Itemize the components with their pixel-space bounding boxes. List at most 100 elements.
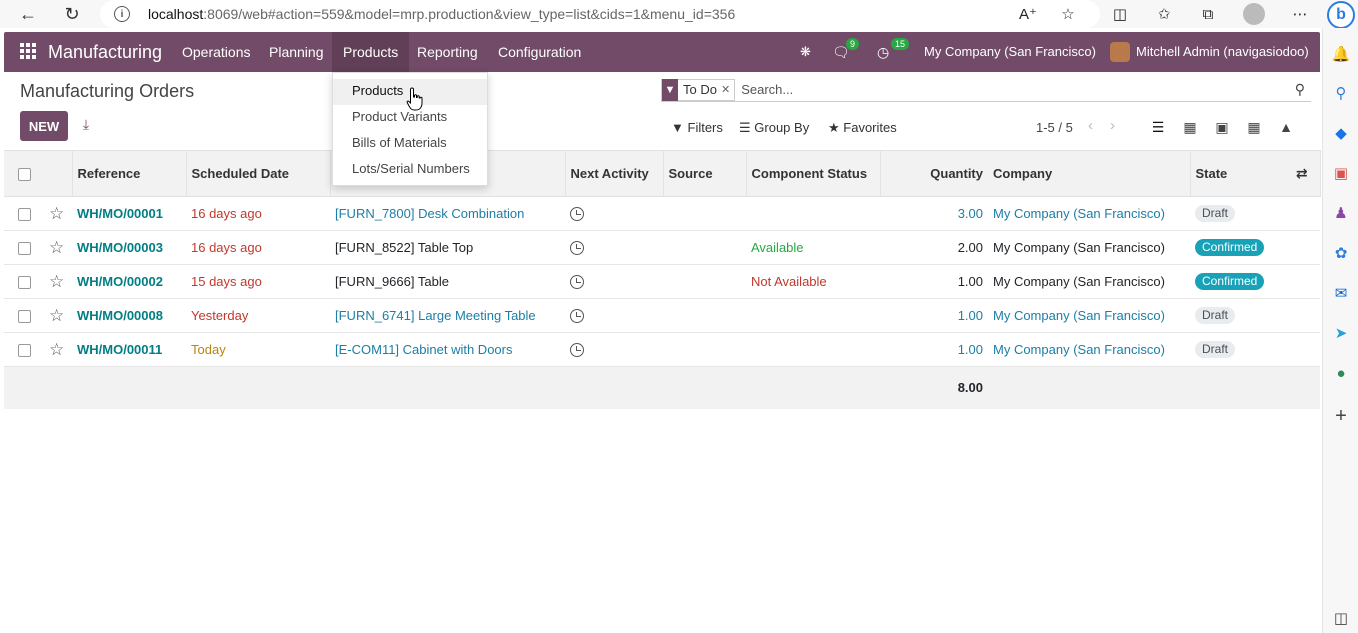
- activity-clock-icon[interactable]: [565, 298, 663, 333]
- search-input[interactable]: [741, 82, 1282, 97]
- search-icon[interactable]: ⚲: [1335, 85, 1347, 102]
- table-row[interactable]: ☆ WH/MO/00001 16 days ago [FURN_7800] De…: [4, 196, 1320, 231]
- sidebar-toggle-icon[interactable]: ◫: [1333, 610, 1349, 627]
- bing-icon[interactable]: b: [1326, 0, 1356, 30]
- activity-clock-icon[interactable]: [565, 332, 663, 367]
- facet-label: To Do: [683, 82, 717, 97]
- priority-star-icon[interactable]: ☆: [44, 230, 72, 265]
- cell-scheduled-date: 16 days ago: [186, 230, 330, 265]
- header-scheduled-date[interactable]: Scheduled Date: [186, 150, 331, 197]
- cell-source: [663, 264, 746, 299]
- kanban-view-icon[interactable]: ▦: [1183, 118, 1197, 135]
- notification-bell-icon[interactable]: 🔔: [1331, 46, 1351, 63]
- bug-icon[interactable]: ❋: [800, 44, 811, 59]
- add-icon[interactable]: +: [1335, 404, 1347, 427]
- user-menu[interactable]: Mitchell Admin (navigasiodoo): [1136, 44, 1309, 59]
- refresh-icon[interactable]: ↻: [64, 3, 80, 24]
- group-by-button[interactable]: ☰ Group By: [739, 120, 810, 135]
- user-avatar[interactable]: [1110, 42, 1130, 62]
- table-footer-row: 8.00: [4, 366, 1320, 409]
- facet-remove-icon[interactable]: ✕: [720, 84, 731, 96]
- address-bar[interactable]: i localhost:8069/web#action=559&model=mr…: [100, 0, 1100, 28]
- messages-icon[interactable]: 🗨 9: [832, 38, 860, 61]
- pager-previous-icon[interactable]: ‹: [1088, 117, 1093, 134]
- send-icon[interactable]: ➤: [1334, 325, 1348, 342]
- footer-spacer-right: [988, 366, 1320, 409]
- row-checkbox[interactable]: [4, 196, 44, 231]
- cell-product: [FURN_9666] Table: [330, 264, 565, 299]
- row-checkbox[interactable]: [4, 230, 44, 265]
- select-all-checkbox[interactable]: [4, 150, 44, 197]
- tools-icon[interactable]: ▣: [1333, 165, 1349, 182]
- priority-star-icon[interactable]: ☆: [44, 332, 72, 367]
- more-icon[interactable]: ⋯: [1292, 6, 1308, 23]
- dropdown-item-lots-serial-numbers[interactable]: Lots/Serial Numbers: [352, 161, 470, 176]
- table-row[interactable]: ☆ WH/MO/00003 16 days ago [FURN_8522] Ta…: [4, 230, 1320, 265]
- dropdown-item-bills-of-materials[interactable]: Bills of Materials: [352, 135, 447, 150]
- read-aloud-icon[interactable]: A⁺: [1019, 6, 1037, 23]
- download-icon[interactable]: ⤓: [82, 116, 90, 132]
- back-arrow-icon[interactable]: ←: [19, 3, 37, 24]
- favorite-star-icon[interactable]: ☆: [1061, 6, 1075, 23]
- profile-icon[interactable]: [1242, 2, 1266, 26]
- tree-icon[interactable]: ●: [1336, 364, 1346, 382]
- collections-icon[interactable]: ⧉: [1202, 5, 1214, 23]
- favorites-list-icon[interactable]: ✩: [1157, 6, 1171, 23]
- cell-scheduled-date: Yesterday: [186, 298, 330, 333]
- table-row[interactable]: ☆ WH/MO/00011 Today [E-COM11] Cabinet wi…: [4, 332, 1320, 367]
- header-component-status[interactable]: Component Status: [746, 150, 881, 197]
- pager-value[interactable]: 1-5 / 5: [1036, 120, 1073, 135]
- shopping-tag-icon[interactable]: ◆: [1335, 125, 1347, 142]
- company-switcher[interactable]: My Company (San Francisco): [924, 44, 1096, 59]
- menu-operations[interactable]: Operations: [182, 44, 251, 60]
- optional-columns-icon[interactable]: ⇄: [1284, 150, 1321, 197]
- app-grid-icon[interactable]: [20, 43, 36, 59]
- list-view: Reference Scheduled Date Product Next Ac…: [4, 150, 1321, 409]
- cell-spacer: [1284, 196, 1320, 231]
- filters-button[interactable]: ▼ Filters: [671, 120, 723, 135]
- row-checkbox[interactable]: [4, 332, 44, 367]
- search-icon[interactable]: ⚲: [1294, 81, 1305, 97]
- cell-source: [663, 298, 746, 333]
- activity-clock-icon[interactable]: ◷ 15: [877, 38, 910, 61]
- calendar-view-icon[interactable]: ▣: [1215, 118, 1229, 135]
- messages-count-badge: 9: [846, 38, 860, 50]
- row-checkbox[interactable]: [4, 298, 44, 333]
- header-source[interactable]: Source: [663, 150, 747, 197]
- priority-star-icon[interactable]: ☆: [44, 264, 72, 299]
- menu-configuration[interactable]: Configuration: [498, 44, 582, 60]
- outlook-icon[interactable]: ✉: [1334, 285, 1348, 302]
- split-screen-icon[interactable]: ◫: [1112, 6, 1128, 23]
- favorites-button[interactable]: ★ Favorites: [828, 120, 897, 135]
- menu-planning[interactable]: Planning: [269, 44, 324, 60]
- priority-star-icon[interactable]: ☆: [44, 196, 72, 231]
- header-favorite: [44, 150, 73, 197]
- cell-product: [FURN_8522] Table Top: [330, 230, 565, 265]
- list-view-icon[interactable]: ☰: [1151, 118, 1165, 135]
- header-next-activity[interactable]: Next Activity: [565, 150, 664, 197]
- header-reference[interactable]: Reference: [72, 150, 187, 197]
- dropdown-item-product-variants[interactable]: Product Variants: [352, 109, 448, 124]
- activity-clock-icon[interactable]: [565, 264, 663, 299]
- priority-star-icon[interactable]: ☆: [44, 298, 72, 333]
- cell-component-status: [746, 298, 880, 333]
- header-company[interactable]: Company: [988, 150, 1191, 197]
- pager-next-icon[interactable]: ›: [1110, 117, 1115, 134]
- menu-reporting[interactable]: Reporting: [417, 44, 478, 60]
- header-quantity[interactable]: Quantity: [880, 150, 988, 197]
- pivot-view-icon[interactable]: ▦: [1247, 118, 1261, 135]
- activity-clock-icon[interactable]: [565, 230, 663, 265]
- graph-view-icon[interactable]: ▲: [1279, 119, 1293, 135]
- table-row[interactable]: ☆ WH/MO/00002 15 days ago [FURN_9666] Ta…: [4, 264, 1320, 299]
- activity-clock-icon[interactable]: [565, 196, 663, 231]
- menu-products[interactable]: Products: [332, 32, 410, 72]
- header-state[interactable]: State: [1190, 150, 1284, 197]
- games-icon[interactable]: ♟: [1334, 205, 1348, 222]
- new-button[interactable]: NEW: [20, 111, 68, 141]
- app-brand[interactable]: Manufacturing: [48, 42, 163, 62]
- table-row[interactable]: ☆ WH/MO/00008 Yesterday [FURN_6741] Larg…: [4, 298, 1320, 333]
- office-icon[interactable]: ✿: [1334, 245, 1348, 262]
- row-checkbox[interactable]: [4, 264, 44, 299]
- hand-cursor-icon: [406, 87, 423, 111]
- info-icon[interactable]: i: [114, 6, 130, 22]
